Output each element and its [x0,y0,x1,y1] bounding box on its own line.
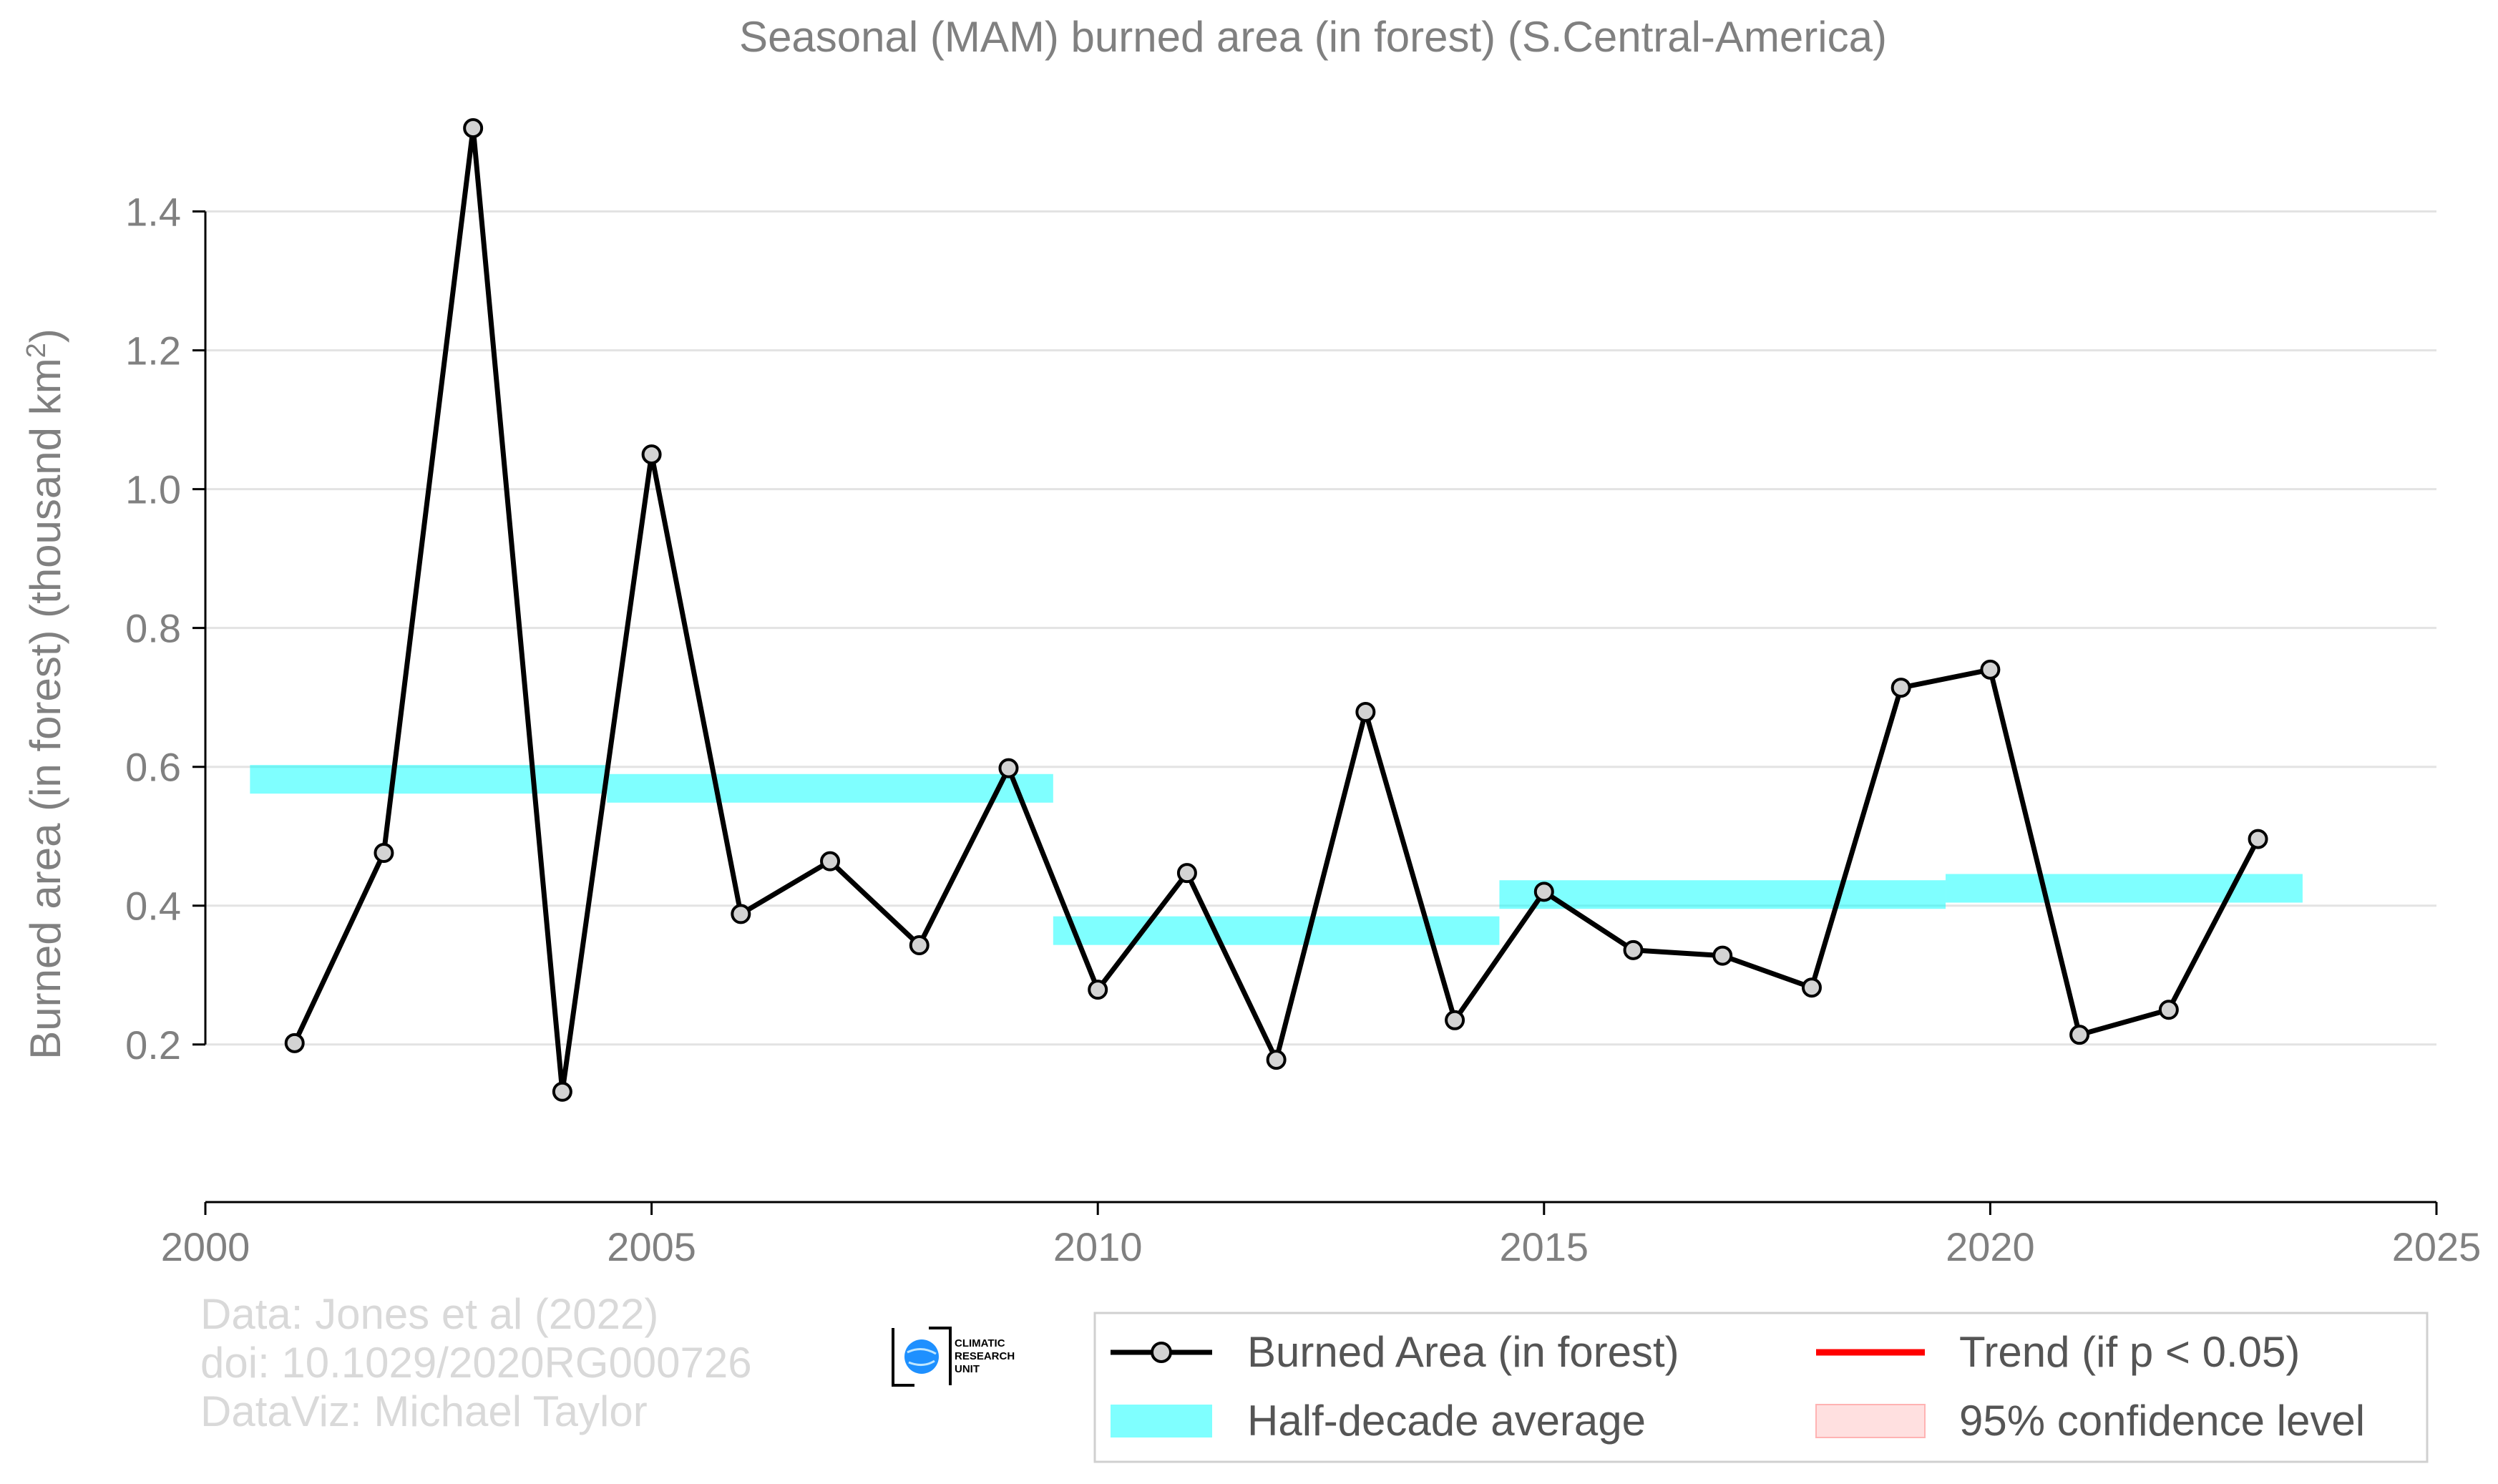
data-point [1445,1010,1465,1030]
legend-label-trend: Trend (if p < 0.05) [1959,1328,2300,1376]
data-point [998,758,1019,778]
half-decade-average-bar [250,765,608,794]
data-point [552,1081,572,1102]
y-tick-label: 0.8 [125,606,181,651]
data-point [2069,1025,2090,1045]
data-point [1623,939,1644,960]
legend-box [1093,1312,2429,1463]
half-decade-average-bar [1499,880,1946,909]
data-point [1712,945,1733,966]
y-tick-label: 0.4 [125,884,181,929]
credit-doi: doi: 10.1029/2020RG000726 [200,1339,752,1387]
y-tick-label: 1.0 [125,467,181,512]
y-axis-label-main: Burned area (in forest) (thousand km [21,358,69,1059]
data-point [909,935,930,956]
half-decade-average-bar [1946,874,2303,903]
y-axis-label-superscript: 2 [21,343,52,358]
y-axis-label-end: ) [21,328,69,343]
burned-area-series [284,118,2268,1102]
credits: Data: Jones et al (2022) doi: 10.1029/20… [200,1290,752,1435]
data-point [2248,829,2268,849]
data-point [820,851,841,872]
x-tick-label: 2010 [1053,1224,1143,1269]
y-tick-label: 1.2 [125,328,181,374]
logo-text-line1: CLIMATIC [955,1337,1005,1349]
data-point [284,1033,305,1053]
data-point [641,444,662,465]
data-point [1088,980,1108,1000]
logo-text-line3: UNIT [955,1363,980,1375]
x-tick-label: 2025 [2392,1224,2482,1269]
half-decade-average-bands [250,765,2303,945]
credit-data: Data: Jones et al (2022) [200,1290,658,1338]
data-point [1980,659,2001,680]
y-tick-label: 0.6 [125,745,181,790]
legend-label-confidence: 95% confidence level [1959,1397,2365,1445]
y-tick-label: 1.4 [125,190,181,235]
data-point [731,904,751,924]
data-point [1266,1050,1287,1070]
data-point [2158,1000,2179,1020]
x-tick-label: 2020 [1946,1224,2035,1269]
legend-marker-burned-area [1151,1342,1172,1363]
data-point [1533,882,1554,902]
x-tick-label: 2000 [161,1224,250,1269]
y-tick-label: 0.2 [125,1022,181,1068]
legend-swatch-confidence [1815,1404,1926,1438]
legend: Burned Area (in forest) Trend (if p < 0.… [1093,1312,2429,1463]
data-point [1355,702,1376,723]
globe-icon [904,1339,939,1374]
logo-text-line2: RESEARCH [955,1350,1015,1362]
chart-title: Seasonal (MAM) burned area (in forest) (… [739,13,1887,61]
x-tick-label: 2015 [1500,1224,1589,1269]
data-point [463,118,484,139]
y-axis-label: Burned area (in forest) (thousand km2) [21,328,69,1060]
x-tick-label: 2005 [607,1224,696,1269]
half-decade-average-bar [607,773,1053,803]
cru-logo: CLIMATIC RESEARCH UNIT [892,1327,1015,1387]
legend-swatch-half-decade [1111,1405,1212,1437]
globe-lines [907,1348,937,1366]
logo-bracket [892,1327,952,1387]
data-point [1890,678,1911,698]
y-axis: 0.2 0.4 0.6 0.8 1.0 1.2 1.4 [125,190,207,1068]
legend-label-half-decade: Half-decade average [1247,1397,1646,1445]
data-point [374,842,394,863]
legend-label-burned-area: Burned Area (in forest) [1247,1328,1679,1376]
data-point [1176,863,1197,884]
x-axis: 2000 2005 2010 2015 2020 2025 [161,1201,2482,1269]
credit-dataviz: DataViz: Michael Taylor [200,1387,648,1435]
data-point [1801,977,1822,998]
